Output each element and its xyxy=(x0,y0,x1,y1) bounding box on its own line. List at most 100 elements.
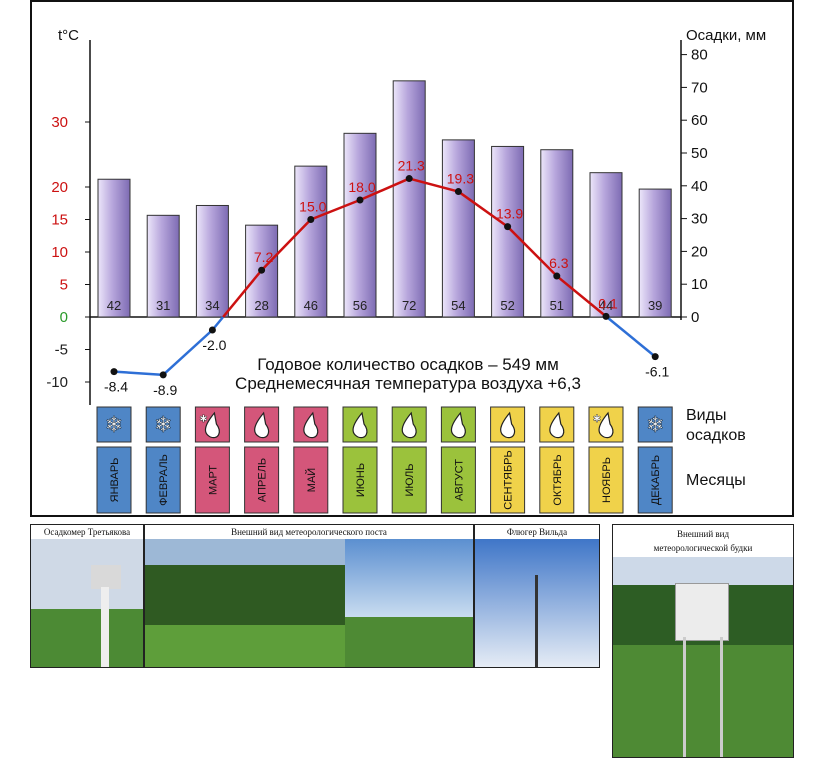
temperature-value-label: -6.1 xyxy=(645,364,669,380)
raindrop-icon xyxy=(598,411,614,439)
caption-weather-station: Внешний вид метеорологического поста xyxy=(145,525,473,539)
month-box xyxy=(490,446,526,514)
month-label: АВГУСТ xyxy=(453,459,465,501)
temperature-value-label: 21.3 xyxy=(398,158,425,174)
photo-weather-booth: Внешний вид метеорологической будки xyxy=(612,524,794,758)
temperature-value-label: 7.2 xyxy=(254,249,274,265)
raindrop-icon xyxy=(549,411,565,439)
month-label: НОЯБРЬ xyxy=(601,457,613,503)
climate-chart: t°C Осадки, мм3020151050-5-10807060504030… xyxy=(46,27,766,514)
raindrop-icon xyxy=(450,411,466,439)
temperature-line-segment xyxy=(310,198,361,221)
caption-wind-vane: Флюгер Вильда xyxy=(475,525,599,539)
month-box xyxy=(440,446,476,514)
temperature-point xyxy=(208,326,216,334)
precip-value-label: 72 xyxy=(402,298,416,313)
temperature-point xyxy=(159,371,167,379)
precip-bar xyxy=(97,178,131,318)
temperature-line-segment xyxy=(113,370,164,377)
precip-bar xyxy=(294,165,328,318)
raindrop-icon xyxy=(500,411,516,439)
precip-tick-label: 0 xyxy=(691,309,699,326)
precip-value-label: 34 xyxy=(205,298,219,313)
right-axis-label: Осадки, мм xyxy=(686,27,766,44)
photo-rain-gauge: Осадкомер Третьякова xyxy=(30,524,144,668)
precip-types-label-2: осадков xyxy=(686,427,746,444)
raindrop-icon xyxy=(204,411,220,439)
precip-tick-label: 60 xyxy=(691,112,708,129)
temperature-line-segment xyxy=(556,275,607,318)
month-box xyxy=(539,446,575,514)
precip-value-label: 46 xyxy=(304,298,318,313)
temperature-line-segment xyxy=(457,190,509,228)
caption-weather-booth: Внешний вид метеорологической будки xyxy=(613,525,793,557)
temp-tick-label: 20 xyxy=(51,179,68,196)
temperature-value-label: 15.0 xyxy=(299,199,326,215)
precip-types-label-1: Виды xyxy=(686,407,727,424)
precip-value-label: 44 xyxy=(599,298,613,313)
precip-tick-label: 50 xyxy=(691,145,708,162)
precip-bar xyxy=(540,149,574,318)
month-label: ОКТЯБРЬ xyxy=(552,454,564,505)
temp-tick-label: -5 xyxy=(55,342,68,359)
precip-type-box xyxy=(96,406,132,443)
month-label: АПРЕЛЬ xyxy=(257,458,269,502)
temperature-point xyxy=(602,312,610,320)
temperature-value-label: -8.4 xyxy=(104,379,128,395)
mean-temperature-text: Среднемесячная температура воздуха +6,3 xyxy=(235,374,581,393)
month-label: ЯНВАРЬ xyxy=(109,458,121,503)
precip-bar xyxy=(146,214,180,318)
month-label: МАЙ xyxy=(305,468,318,492)
temperature-line-segment xyxy=(359,177,410,202)
months-label: Месяцы xyxy=(686,472,746,489)
temperature-point xyxy=(553,272,561,280)
temp-tick-label: 10 xyxy=(51,244,68,261)
month-box xyxy=(96,446,132,514)
precip-value-label: 39 xyxy=(648,298,662,313)
annual-precipitation-text: Годовое количество осадков – 549 мм xyxy=(257,355,559,374)
temperature-line-segment xyxy=(606,316,656,358)
precip-value-label: 52 xyxy=(500,298,514,313)
month-label: ИЮЛЬ xyxy=(404,464,416,497)
temperature-point xyxy=(258,266,266,274)
month-box xyxy=(391,446,427,514)
month-box xyxy=(588,446,624,514)
temperature-value-label: 13.9 xyxy=(496,206,523,222)
temperature-line-segment xyxy=(260,218,312,272)
temperature-line-segment xyxy=(222,269,263,318)
precip-tick-label: 30 xyxy=(691,211,708,228)
snowflake-icon: ❄ xyxy=(646,412,664,437)
temp-tick-label: 5 xyxy=(60,277,68,294)
temperature-point xyxy=(651,353,659,361)
month-label: СЕНТЯБРЬ xyxy=(503,450,515,509)
snowflake-icon: ✱ xyxy=(593,414,601,425)
month-label: ДЕКАБРЬ xyxy=(650,455,662,505)
temperature-value-label: 19.3 xyxy=(447,171,474,187)
month-box xyxy=(342,446,378,514)
left-axis-label: t°C xyxy=(58,27,79,44)
temp-tick-label: -10 xyxy=(46,374,68,391)
temp-tick-label: 30 xyxy=(51,114,68,131)
temperature-line-segment xyxy=(408,177,459,193)
raindrop-icon xyxy=(401,411,417,439)
caption-rain-gauge: Осадкомер Третьякова xyxy=(31,525,143,539)
precip-bar xyxy=(638,188,672,318)
precip-bar xyxy=(343,132,377,318)
snowflake-icon: ❄ xyxy=(105,412,123,437)
precip-value-label: 56 xyxy=(353,298,367,313)
temperature-line-segment xyxy=(506,225,558,277)
temperature-line-segment xyxy=(162,329,214,376)
precip-type-box xyxy=(637,406,673,443)
snowflake-icon: ✱ xyxy=(199,414,207,425)
month-label: ФЕВРАЛЬ xyxy=(158,454,170,506)
precip-value-label: 28 xyxy=(254,298,268,313)
precip-bar xyxy=(491,145,525,318)
precip-value-label: 31 xyxy=(156,298,170,313)
precip-value-label: 54 xyxy=(451,298,465,313)
precip-bar xyxy=(392,80,426,318)
temperature-value-label: 6.3 xyxy=(549,255,569,271)
precip-bar xyxy=(589,172,623,318)
temperature-point xyxy=(356,196,364,204)
precip-tick-label: 80 xyxy=(691,47,708,64)
raindrop-icon xyxy=(352,411,368,439)
